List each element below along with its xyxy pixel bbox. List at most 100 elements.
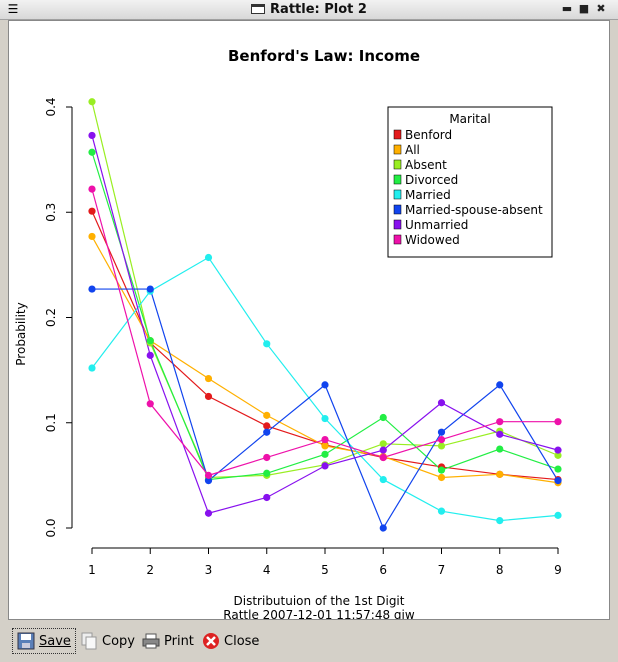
legend-swatch-married-spouse-absent	[393, 204, 402, 215]
data-point-widowed	[204, 471, 213, 479]
data-point-married-spouse-absent	[379, 524, 387, 532]
copy-icon	[81, 632, 97, 650]
legend-label-married-spouse-absent: Married-spouse-absent	[405, 203, 543, 217]
x-tick-label: 9	[554, 563, 562, 577]
x-tick-label: 8	[496, 563, 504, 577]
close-label: Close	[224, 633, 260, 649]
data-point-married-spouse-absent	[437, 428, 446, 436]
data-point-divorced	[321, 450, 329, 458]
legend-swatch-married	[393, 189, 402, 200]
legend-swatch-divorced	[393, 174, 402, 185]
x-tick-label: 4	[263, 563, 271, 577]
data-point-widowed	[437, 435, 446, 444]
data-point-divorced	[496, 445, 504, 453]
data-point-widowed	[379, 453, 387, 462]
legend-label-all: All	[405, 143, 420, 157]
print-label: Print	[164, 633, 194, 649]
data-point-widowed	[496, 418, 504, 426]
legend-title: Marital	[449, 112, 490, 126]
legend-label-benford: Benford	[405, 128, 452, 142]
data-point-all	[88, 232, 96, 241]
plot-area: Benford's Law: Income 1 2 3 4 5 6 7 8 9 0.0 0.1 0.2…	[8, 20, 610, 622]
data-point-widowed	[146, 400, 154, 408]
window-titlebar: ☰ Rattle: Plot 2 ▬ ■ ✖	[0, 0, 618, 20]
data-point-widowed	[263, 453, 271, 462]
data-point-unmarried	[146, 351, 154, 359]
data-point-married	[379, 475, 387, 484]
data-point-all	[496, 470, 504, 478]
legend: Marital BenfordAllAbsentDivorcedMarriedMa…	[387, 106, 553, 258]
data-point-unmarried	[321, 462, 329, 470]
y-tick-label: 0.3	[44, 203, 58, 222]
maximize-icon[interactable]: ■	[578, 2, 590, 15]
x-axis-label: Distributuion of the 1st Digit	[234, 594, 405, 608]
copy-button[interactable]: Copy	[76, 628, 139, 654]
x-tick-label: 7	[438, 563, 446, 577]
data-point-unmarried	[263, 493, 271, 502]
close-window-icon[interactable]: ✖	[596, 2, 606, 15]
data-point-absent	[379, 440, 387, 448]
y-tick-label: 0.2	[44, 308, 58, 327]
x-tick-label: 5	[321, 563, 329, 577]
copy-label: Copy	[102, 633, 135, 649]
data-point-widowed	[88, 185, 96, 193]
legend-label-absent: Absent	[405, 158, 447, 172]
y-tick-label: 0.4	[44, 97, 58, 116]
data-point-benford	[204, 392, 213, 401]
y-axis-label: Probability	[14, 302, 28, 365]
data-point-divorced	[379, 413, 387, 422]
legend-swatch-all	[393, 144, 402, 155]
x-tick-label: 2	[146, 563, 154, 577]
data-point-divorced	[554, 465, 562, 473]
y-tick-label: 0.0	[44, 518, 58, 537]
data-point-all	[204, 374, 213, 383]
data-point-married	[204, 253, 213, 262]
print-button[interactable]: Print	[138, 628, 198, 654]
chart-title: Benford's Law: Income	[228, 47, 420, 65]
axes: 1 2 3 4 5 6 7 8 9 0.0 0.1 0.2 0.3 0.4	[44, 97, 562, 577]
save-button[interactable]: Save	[12, 628, 76, 654]
data-point-benford	[263, 422, 271, 430]
data-point-unmarried	[88, 131, 96, 140]
data-point-all	[437, 473, 446, 482]
data-point-divorced	[88, 148, 96, 156]
data-point-unmarried	[437, 399, 446, 407]
data-point-absent	[437, 442, 446, 450]
data-point-unmarried	[204, 509, 213, 517]
window-title: Rattle: Plot 2	[0, 2, 618, 17]
data-point-married	[88, 364, 96, 372]
data-point-unmarried	[496, 430, 504, 438]
series-line-married	[91, 256, 559, 522]
data-point-absent	[554, 451, 562, 459]
data-point-married-spouse-absent	[88, 285, 96, 293]
data-point-benford	[88, 207, 96, 215]
data-point-married-spouse-absent	[554, 477, 562, 485]
data-point-all	[321, 442, 329, 450]
minimize-icon[interactable]: ▬	[561, 2, 573, 15]
print-icon	[142, 633, 160, 649]
legend-label-married: Married	[405, 188, 451, 202]
legend-label-widowed: Widowed	[405, 233, 460, 247]
window-icon	[251, 4, 266, 14]
close-button[interactable]: Close	[198, 628, 263, 654]
data-point-married-spouse-absent	[146, 285, 154, 293]
x-tick-label: 1	[88, 563, 96, 577]
legend-swatch-benford	[393, 129, 402, 140]
data-point-widowed	[321, 435, 329, 444]
data-point-widowed	[554, 418, 562, 426]
legend-label-unmarried: Unmarried	[405, 218, 468, 232]
data-point-married-spouse-absent	[263, 428, 271, 436]
data-point-divorced	[146, 337, 154, 345]
menu-icon[interactable]: ☰	[7, 2, 19, 16]
data-point-unmarried	[554, 446, 562, 454]
data-point-married	[263, 340, 271, 348]
save-icon	[17, 632, 35, 650]
data-point-married-spouse-absent	[204, 477, 213, 485]
legend-swatch-unmarried	[393, 219, 402, 230]
legend-label-divorced: Divorced	[405, 173, 458, 187]
data-point-all	[263, 411, 271, 419]
data-point-married	[496, 517, 504, 525]
data-point-divorced	[263, 469, 271, 477]
data-point-married	[554, 511, 562, 519]
close-icon	[203, 633, 219, 649]
